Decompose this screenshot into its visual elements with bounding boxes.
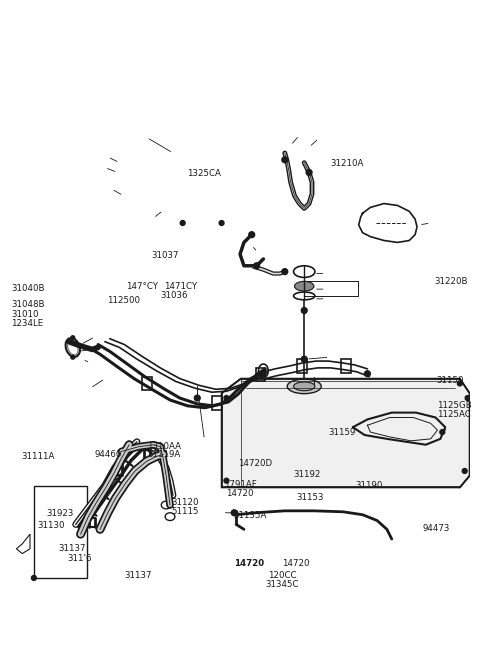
Text: 1125GB: 1125GB [437, 401, 472, 410]
Text: 1310AA: 1310AA [147, 442, 181, 451]
Circle shape [249, 232, 254, 238]
Text: 31137: 31137 [124, 571, 152, 580]
Ellipse shape [294, 382, 315, 391]
Text: 1125AC: 1125AC [437, 410, 470, 419]
Text: 31135A: 31135A [233, 511, 266, 520]
Text: 147°CY: 147°CY [126, 283, 158, 292]
Ellipse shape [287, 379, 321, 394]
Bar [341, 359, 351, 373]
Text: 1325CA: 1325CA [187, 170, 221, 179]
Circle shape [253, 263, 260, 269]
Text: 31345C: 31345C [265, 580, 299, 589]
Circle shape [71, 355, 75, 359]
Bar [142, 376, 152, 390]
Circle shape [306, 170, 312, 175]
Text: 94460: 94460 [94, 451, 121, 459]
Text: 1471CY: 1471CY [164, 283, 197, 292]
Bar [34, 486, 87, 578]
Text: 31153: 31153 [297, 493, 324, 502]
Ellipse shape [295, 281, 314, 291]
Circle shape [440, 430, 445, 434]
Bar [256, 368, 265, 382]
Text: 31036: 31036 [161, 292, 188, 300]
Text: 31010: 31010 [11, 310, 39, 319]
Text: 31210A: 31210A [331, 159, 364, 168]
Text: 1791AF: 1791AF [224, 480, 256, 489]
Circle shape [282, 157, 288, 163]
Circle shape [224, 396, 229, 401]
Text: 311'6: 311'6 [68, 554, 92, 563]
Text: 14720: 14720 [226, 489, 253, 499]
Circle shape [465, 396, 470, 401]
Circle shape [180, 221, 185, 225]
Text: 31048B: 31048B [11, 300, 45, 309]
PathPatch shape [222, 378, 469, 487]
Text: 31923: 31923 [46, 509, 73, 518]
Text: 1234LE: 1234LE [11, 319, 43, 328]
Bar [212, 396, 222, 410]
Text: 31192: 31192 [293, 470, 321, 480]
Text: 31040B: 31040B [11, 284, 45, 293]
Text: 31037: 31037 [152, 251, 179, 260]
Circle shape [32, 576, 36, 580]
Text: 51115: 51115 [172, 507, 199, 516]
Text: 31120: 31120 [172, 499, 199, 507]
Text: 31137: 31137 [58, 545, 85, 553]
Text: 120CC: 120CC [268, 571, 296, 580]
Bar [298, 359, 307, 373]
Text: 31159: 31159 [329, 428, 356, 437]
Circle shape [282, 269, 288, 275]
Text: 31111A: 31111A [21, 452, 54, 461]
Circle shape [231, 510, 237, 516]
Circle shape [301, 307, 307, 313]
Text: 31190: 31190 [355, 481, 383, 490]
Text: 14720: 14720 [282, 559, 309, 568]
Text: 31130: 31130 [38, 521, 65, 530]
Circle shape [364, 371, 371, 376]
Text: 31119A: 31119A [147, 451, 181, 459]
Text: 31150: 31150 [437, 376, 464, 386]
Text: 31220B: 31220B [434, 277, 468, 286]
Circle shape [261, 371, 266, 376]
Text: 14720D: 14720D [238, 459, 272, 468]
Text: 14720: 14720 [234, 559, 264, 568]
Circle shape [457, 381, 462, 386]
Circle shape [219, 221, 224, 225]
Text: 94473: 94473 [423, 524, 450, 533]
Circle shape [301, 356, 307, 362]
Circle shape [71, 336, 75, 340]
Text: 112500: 112500 [107, 296, 140, 305]
Circle shape [462, 468, 467, 474]
Circle shape [194, 395, 200, 401]
Circle shape [224, 478, 229, 483]
